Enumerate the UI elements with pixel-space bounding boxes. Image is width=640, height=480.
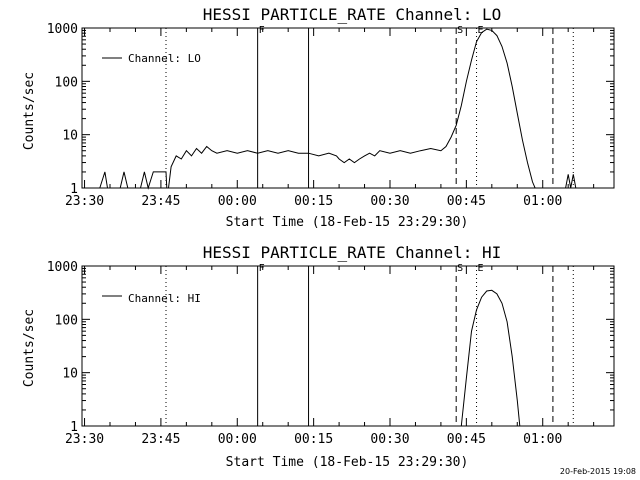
footer-timestamp: 20-Feb-2015 19:08 [560,467,636,476]
plot-frame [81,265,615,427]
x-tick-label: 00:45 [447,432,486,447]
time-marker-label: E [478,263,484,274]
x-tick-label: 00:00 [218,432,257,447]
time-marker-label: F [259,263,265,274]
time-marker-label: E [478,25,484,36]
x-tick-label: 00:30 [370,194,409,209]
x-axis-label: Start Time (18-Feb-15 23:29:30) [226,215,469,230]
series-line [99,28,577,190]
x-tick-label: 00:15 [294,432,333,447]
series-line [460,289,521,427]
y-axis-label: Counts/sec [22,72,37,150]
x-tick-label: 23:45 [141,194,180,209]
x-tick-label: 01:00 [523,432,562,447]
x-tick-label: 00:00 [218,194,257,209]
time-marker-label: S [457,25,463,36]
legend-label: Channel: HI [128,292,201,305]
hi-channel-panel: HESSI PARTICLE_RATE Channel: HI Start Ti… [22,243,615,470]
y-tick-label: 10 [62,129,78,144]
chart-title: HESSI PARTICLE_RATE Channel: HI [203,243,502,262]
x-tick-label: 01:00 [523,194,562,209]
x-tick-label: 23:30 [65,194,104,209]
x-tick-label: 00:45 [447,194,486,209]
plot-frame [81,27,615,189]
x-tick-label: 00:30 [370,432,409,447]
y-tick-label: 100 [55,313,78,328]
y-axis-label: Counts/sec [22,309,37,387]
y-tick-label: 1 [70,420,78,435]
y-tick-label: 1000 [47,260,78,275]
x-tick-label: 00:15 [294,194,333,209]
y-tick-label: 100 [55,75,78,90]
y-tick-label: 10 [62,367,78,382]
x-tick-label: 23:45 [141,432,180,447]
legend-label: Channel: LO [128,52,201,65]
time-marker-label: F [259,25,265,36]
y-tick-label: 1 [70,182,78,197]
lo-channel-panel: HESSI PARTICLE_RATE Channel: LO Start Ti… [22,5,615,230]
x-tick-label: 23:30 [65,432,104,447]
chart-title: HESSI PARTICLE_RATE Channel: LO [203,5,502,24]
time-marker-label: S [457,263,463,274]
x-axis-label: Start Time (18-Feb-15 23:29:30) [226,455,469,470]
y-tick-label: 1000 [47,22,78,37]
